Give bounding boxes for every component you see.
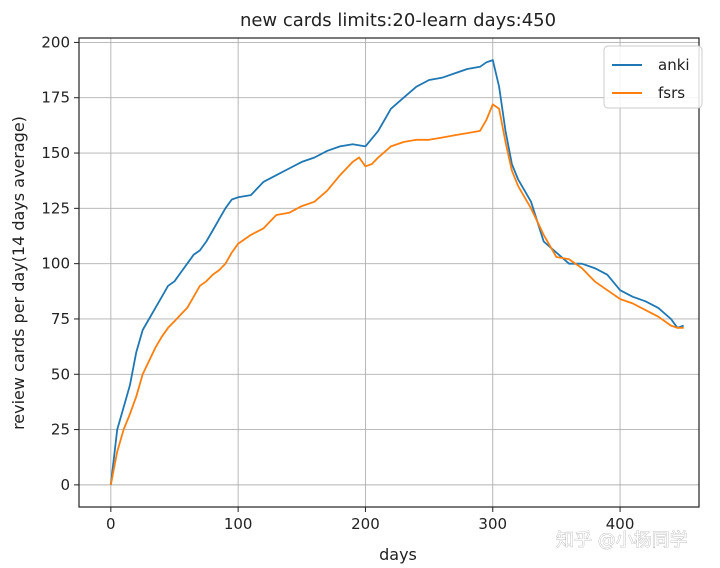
- y-tick-label: 175: [41, 89, 70, 107]
- chart-title: new cards limits:20-learn days:450: [240, 10, 556, 31]
- x-tick-label: 200: [351, 515, 380, 533]
- y-tick-label: 125: [41, 199, 70, 217]
- y-axis-label: review cards per day(14 days average): [9, 116, 28, 430]
- watermark-text: 知乎 @小杨同学: [556, 530, 688, 551]
- x-tick-label: 400: [606, 515, 635, 533]
- x-tick-label: 100: [224, 515, 253, 533]
- y-tick-label: 50: [51, 365, 70, 383]
- y-tick-label: 0: [60, 476, 70, 494]
- plot-area-frame: [78, 37, 700, 508]
- y-tick-label: 100: [41, 255, 70, 273]
- legend-label-anki: anki: [658, 56, 690, 74]
- x-tick-label: 0: [106, 515, 116, 533]
- series-lines: [109, 59, 684, 486]
- series-line-fsrs: [109, 103, 684, 486]
- axis-ticks: 0 100 200 300 400 0 25 50 75 100 125 150 175 200: [41, 33, 634, 533]
- series-line-anki: [109, 59, 684, 486]
- y-tick-label: 200: [41, 33, 70, 51]
- y-tick-label: 75: [51, 310, 70, 328]
- y-tick-label: 25: [51, 421, 70, 439]
- legend-label-fsrs: fsrs: [658, 84, 685, 102]
- legend: anki fsrs: [603, 45, 703, 109]
- x-tick-label: 300: [478, 515, 507, 533]
- grid: [79, 38, 699, 507]
- y-tick-label: 150: [41, 144, 70, 162]
- x-axis-label: days: [379, 545, 417, 564]
